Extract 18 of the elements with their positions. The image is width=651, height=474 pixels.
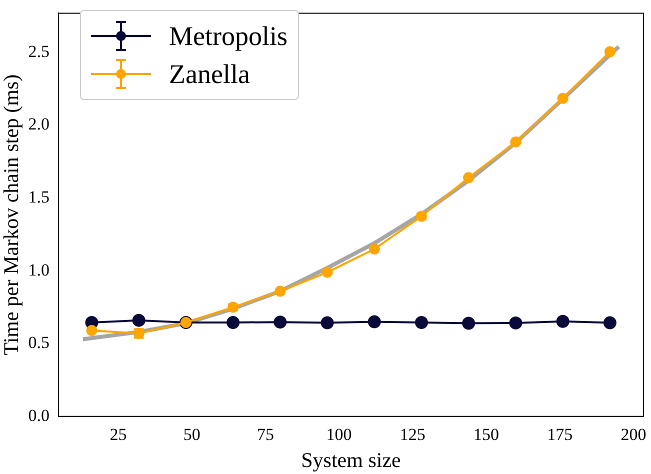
x-tick-label: 150 [474,425,500,444]
x-tick-label: 175 [547,425,573,444]
x-tick-label: 50 [183,425,200,444]
x-tick-label: 125 [400,425,426,444]
y-tick-label: 1.0 [28,260,50,280]
y-axis-title: Time per Markov chain step (ms) [0,74,24,356]
x-tick-label: 200 [620,425,646,444]
x-tick-label: 25 [110,425,127,444]
y-tick-label: 1.5 [28,188,50,207]
x-axis-title: System size [301,448,401,472]
y-tick-label: 2.5 [28,42,50,61]
y-tick-label: 2.0 [28,114,50,134]
legend-label: Metropolis [169,20,288,52]
y-tick-label: 0.5 [28,333,50,352]
x-tick-label: 75 [256,425,274,444]
legend-label: Zanella [169,58,250,90]
y-tick-label: 0.0 [28,406,50,425]
x-tick-label: 100 [326,425,352,444]
